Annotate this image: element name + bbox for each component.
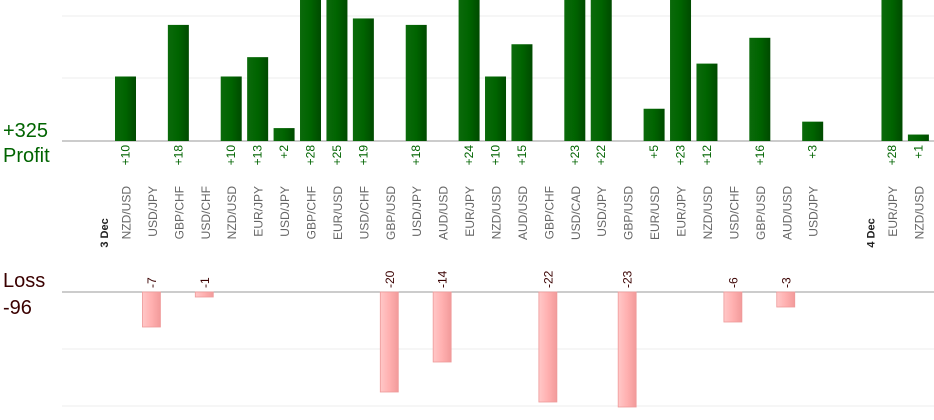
loss-value-label: -23	[621, 270, 635, 288]
category-label: AUD/USD	[516, 186, 530, 240]
category-label: NZD/USD	[912, 186, 926, 240]
category-label: NZD/USD	[701, 186, 715, 240]
profit-bar	[326, 0, 348, 141]
loss-value-label: -1	[198, 277, 212, 288]
category-label: USD/CAD	[569, 186, 583, 240]
profit-value-label: +5	[647, 145, 661, 159]
profit-value-label: +28	[304, 145, 318, 166]
category-label: GBP/USD	[622, 186, 636, 240]
loss-value-label: -20	[383, 270, 397, 288]
profit-label: Profit	[3, 145, 50, 167]
loss-value-label: -14	[436, 270, 450, 288]
day-label: 4 Dec	[865, 218, 877, 247]
category-label: AUD/USD	[780, 186, 794, 240]
profit-bar	[802, 121, 824, 141]
profit-value-label: +13	[251, 145, 265, 166]
loss-bar	[617, 291, 637, 408]
loss-value-label: -7	[145, 277, 159, 288]
category-label: USD/JPY	[410, 186, 424, 237]
category-label: USD/JPY	[595, 186, 609, 237]
profit-value-label: +15	[515, 145, 529, 166]
loss-bar	[776, 291, 796, 308]
profit-value-label: +12	[700, 145, 714, 166]
category-label: EUR/USD	[331, 186, 345, 240]
profit-bar	[405, 24, 427, 141]
loss-bars	[142, 291, 796, 408]
category-label: USD/JPY	[807, 186, 821, 237]
category-label: EUR/JPY	[252, 186, 266, 237]
loss-bar	[142, 291, 161, 328]
profit-bar	[643, 108, 665, 141]
profit-value-label: +22	[594, 145, 608, 166]
loss-bar	[538, 291, 558, 403]
profit-value-label: +25	[330, 145, 344, 166]
profit-value-label: +10	[119, 145, 133, 166]
profit-value-label: +28	[885, 145, 899, 166]
loss-value-label: -3	[779, 277, 793, 288]
profit-bar	[167, 24, 189, 141]
profit-bar	[300, 0, 322, 141]
category-label: GBP/USD	[384, 186, 398, 240]
profit-bars	[115, 0, 929, 142]
category-label: NZD/USD	[490, 186, 504, 240]
profit-bar	[115, 76, 136, 141]
profit-bar	[511, 44, 533, 141]
profit-value-label: +23	[674, 145, 688, 166]
profit-value-label: +10	[489, 145, 503, 166]
profit-value-label: +19	[356, 145, 370, 166]
profit-bar	[564, 0, 586, 141]
loss-label: Loss	[3, 270, 46, 292]
profit-bar	[458, 0, 480, 141]
profit-value-label: +23	[568, 145, 582, 166]
category-label: AUD/USD	[437, 186, 451, 240]
profit-bar	[749, 37, 771, 141]
profit-bar	[590, 0, 612, 141]
profit-value-label: +2	[277, 145, 291, 159]
category-label: USD/CHF	[199, 186, 213, 239]
category-label: EUR/JPY	[463, 186, 477, 237]
profit-total: +325	[3, 120, 49, 142]
profit-value-label: +24	[462, 145, 476, 166]
category-label: USD/CHF	[357, 186, 371, 239]
profit-bar	[247, 57, 269, 141]
profit-bar	[220, 76, 242, 141]
category-label: GBP/USD	[754, 186, 768, 240]
category-label: EUR/JPY	[886, 186, 900, 237]
loss-bar	[379, 291, 399, 393]
day-label: 3 Dec	[99, 218, 111, 247]
category-label: GBP/CHF	[542, 186, 556, 239]
category-label: EUR/USD	[648, 186, 662, 240]
profit-bar	[907, 134, 929, 141]
profit-bar	[670, 0, 692, 141]
loss-bar	[432, 291, 452, 363]
category-label: USD/JPY	[278, 186, 292, 237]
loss-value-label: -22	[541, 270, 555, 288]
loss-bar	[194, 291, 214, 298]
profit-value-label: +18	[409, 145, 423, 166]
loss-bar	[723, 291, 743, 323]
category-label: NZD/USD	[120, 186, 134, 240]
loss-value-label: -6	[726, 277, 740, 288]
category-label: EUR/JPY	[675, 186, 689, 237]
profit-bar	[352, 18, 374, 142]
profit-value-label: +10	[224, 145, 238, 166]
category-labels: 3 Dec 4 Dec NZD/USD +10 USD/JPY -7 GBP/CHF +18 U…	[99, 145, 926, 288]
profit-bar	[485, 76, 507, 141]
profit-value-label: +18	[171, 145, 185, 166]
category-label: USD/CHF	[727, 186, 741, 239]
profit-bar	[696, 63, 718, 141]
category-label: USD/JPY	[146, 186, 160, 237]
profit-value-label: +1	[911, 145, 925, 159]
category-label: GBP/CHF	[305, 186, 319, 239]
profit-bar	[273, 128, 295, 141]
profit-bar	[881, 0, 903, 141]
profit-value-label: +3	[806, 145, 820, 159]
category-label: GBP/CHF	[172, 186, 186, 239]
profit-value-label: +16	[753, 145, 767, 166]
loss-total: -96	[3, 297, 32, 319]
category-label: NZD/USD	[225, 186, 239, 240]
